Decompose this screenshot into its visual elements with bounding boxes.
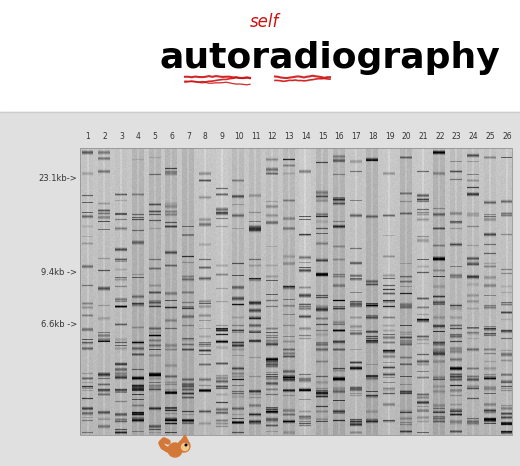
Text: 22: 22 (435, 132, 445, 141)
Text: 9.4kb ->: 9.4kb -> (41, 268, 77, 277)
Polygon shape (181, 435, 188, 441)
Text: self: self (250, 13, 280, 31)
Circle shape (178, 440, 190, 452)
Text: 20: 20 (401, 132, 411, 141)
Text: 6: 6 (170, 132, 174, 141)
Text: 10: 10 (234, 132, 244, 141)
Text: 13: 13 (284, 132, 294, 141)
Bar (0, 112, 520, 466)
Text: 9: 9 (219, 132, 225, 141)
Text: 17: 17 (352, 132, 361, 141)
Text: 12: 12 (268, 132, 277, 141)
Circle shape (181, 444, 189, 451)
Bar (80, 148, 512, 435)
Text: 2: 2 (102, 132, 107, 141)
Text: 3: 3 (119, 132, 124, 141)
Text: 15: 15 (318, 132, 328, 141)
Circle shape (168, 443, 182, 457)
Text: 18: 18 (368, 132, 378, 141)
Text: 23.1kb->: 23.1kb-> (38, 174, 77, 183)
Text: 24: 24 (469, 132, 478, 141)
Text: 19: 19 (385, 132, 395, 141)
Text: 6.6kb ->: 6.6kb -> (41, 320, 77, 329)
Circle shape (185, 444, 187, 446)
Text: 11: 11 (251, 132, 261, 141)
Text: 4: 4 (136, 132, 141, 141)
Text: 1: 1 (86, 132, 90, 141)
Text: 21: 21 (419, 132, 428, 141)
Text: 26: 26 (502, 132, 512, 141)
Bar (80, 148, 512, 435)
Text: 5: 5 (152, 132, 158, 141)
Text: autoradiography: autoradiography (160, 41, 500, 75)
Text: 7: 7 (186, 132, 191, 141)
Text: 25: 25 (486, 132, 495, 141)
Text: 23: 23 (452, 132, 462, 141)
Text: 8: 8 (203, 132, 207, 141)
Text: 16: 16 (334, 132, 344, 141)
Text: 14: 14 (301, 132, 310, 141)
